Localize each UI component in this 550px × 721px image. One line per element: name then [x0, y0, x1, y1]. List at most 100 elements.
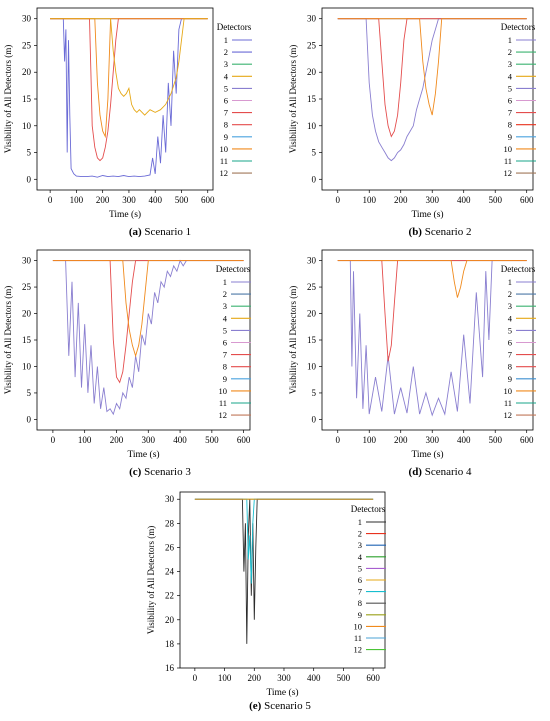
y-tick-label: 16 — [165, 663, 175, 673]
legend-label: 10 — [354, 621, 363, 631]
caption-b-label: (b) — [408, 226, 422, 238]
y-tick-label: 10 — [307, 361, 317, 371]
y-tick-label: 28 — [165, 518, 175, 528]
caption-d: (d) Scenario 4 — [340, 466, 540, 478]
caption-c-text: Scenario 3 — [144, 466, 191, 478]
x-tick-label: 200 — [96, 195, 110, 205]
legend-label: 1 — [508, 277, 512, 287]
y-tick-label: 25 — [22, 40, 32, 50]
y-tick-label: 30 — [307, 14, 317, 24]
x-tick-label: 200 — [394, 435, 408, 445]
legend-label: 2 — [508, 289, 512, 299]
legend-label: 8 — [223, 362, 227, 372]
series-group — [194, 498, 374, 644]
legend-label: 11 — [220, 156, 228, 166]
y-tick-label: 10 — [22, 361, 32, 371]
x-tick-label: 400 — [148, 195, 162, 205]
legend-label: 12 — [504, 410, 513, 420]
x-tick-label: 300 — [277, 673, 291, 683]
y-tick-label: 25 — [307, 282, 317, 292]
y-tick-label: 5 — [312, 148, 317, 158]
legend-label: 4 — [224, 71, 229, 81]
legend-label: 9 — [508, 132, 512, 142]
legend-label: 12 — [219, 410, 228, 420]
x-tick-label: 100 — [70, 195, 84, 205]
legend-title: Detectors — [351, 504, 386, 514]
legend-label: 3 — [223, 301, 227, 311]
x-tick-label: 200 — [394, 195, 408, 205]
y-tick-label: 18 — [165, 639, 175, 649]
legend-title: Detectors — [216, 264, 251, 274]
y-tick-label: 25 — [307, 40, 317, 50]
x-tick-label: 400 — [457, 435, 471, 445]
caption-b: (b) Scenario 2 — [340, 226, 540, 238]
x-tick-label: 500 — [337, 673, 351, 683]
y-axis-label: Visibility of All Detectors (m) — [288, 45, 298, 153]
y-tick-label: 30 — [22, 256, 32, 266]
y-tick-label: 20 — [165, 615, 175, 625]
caption-a-text: Scenario 1 — [144, 226, 192, 238]
series-line-4 — [50, 18, 208, 116]
y-tick-label: 10 — [307, 121, 317, 131]
x-tick-label: 400 — [457, 195, 471, 205]
y-tick-label: 15 — [307, 335, 317, 345]
chart-panel-e: 0 100 200 300 400 500 6001618202224262830Time … — [146, 491, 386, 698]
legend-label: 1 — [358, 517, 362, 527]
legend-label: 7 — [358, 587, 362, 597]
legend-label: 3 — [224, 59, 228, 69]
x-axis-label: Time (s) — [411, 449, 443, 460]
x-tick-label: 600 — [201, 195, 215, 205]
y-tick-label: 26 — [165, 542, 175, 552]
x-tick-label: 300 — [425, 435, 439, 445]
x-axis-label: Time (s) — [109, 209, 141, 220]
y-tick-label: 15 — [307, 94, 317, 104]
y-tick-label: 20 — [22, 309, 32, 319]
legend-label: 10 — [219, 386, 228, 396]
y-tick-label: 0 — [27, 174, 32, 184]
x-tick-label: 600 — [237, 435, 251, 445]
y-tick-label: 5 — [27, 388, 32, 398]
x-tick-label: 0 — [48, 195, 53, 205]
series-line-3 — [337, 260, 527, 298]
legend-label: 4 — [223, 313, 228, 323]
legend-label: 2 — [223, 289, 227, 299]
legend-label: 12 — [504, 168, 513, 178]
y-tick-label: 5 — [27, 148, 32, 158]
x-tick-label: 400 — [307, 673, 321, 683]
x-axis-label: Time (s) — [266, 687, 298, 698]
y-tick-label: 5 — [312, 388, 317, 398]
x-tick-label: 100 — [362, 195, 376, 205]
legend-label: 8 — [508, 362, 512, 372]
x-tick-label: 100 — [362, 435, 376, 445]
caption-e: (e) Scenario 5 — [180, 700, 380, 712]
legend-label: 10 — [504, 386, 513, 396]
y-axis-label: Visibility of All Detectors (m) — [3, 286, 13, 394]
legend-label: 11 — [354, 633, 362, 643]
legend-label: 1 — [223, 277, 227, 287]
legend-label: 6 — [358, 575, 362, 585]
y-tick-label: 0 — [312, 174, 317, 184]
x-tick-label: 500 — [205, 435, 219, 445]
series-line-3 — [337, 18, 527, 116]
y-axis-label: Visibility of All Detectors (m) — [146, 526, 156, 634]
y-tick-label: 15 — [22, 335, 32, 345]
x-tick-label: 0 — [51, 435, 56, 445]
y-axis-label: Visibility of All Detectors (m) — [288, 286, 298, 394]
series-group — [50, 18, 208, 178]
legend-label: 8 — [358, 598, 362, 608]
legend-label: 3 — [358, 540, 362, 550]
caption-b-text: Scenario 2 — [424, 226, 472, 238]
legend-label: 2 — [224, 47, 228, 57]
legend-label: 6 — [508, 96, 512, 106]
series-line-3 — [52, 260, 244, 358]
x-tick-label: 300 — [425, 195, 439, 205]
x-tick-label: 600 — [520, 435, 534, 445]
legend-label: 5 — [508, 325, 512, 335]
caption-d-label: (d) — [408, 466, 422, 478]
legend-label: 9 — [358, 610, 362, 620]
legend-label: 5 — [224, 83, 228, 93]
legend-label: 7 — [508, 350, 512, 360]
